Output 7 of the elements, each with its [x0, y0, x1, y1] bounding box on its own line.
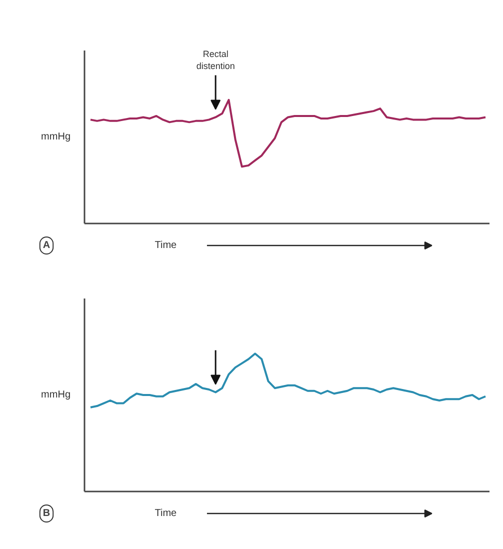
text: A	[42, 240, 50, 251]
x-axis-title: Time	[154, 240, 178, 251]
y-axis-title: mmHg	[41, 132, 71, 142]
y-axis-title: mmHg	[41, 390, 71, 400]
x-axis-title: Time	[154, 508, 178, 519]
text: Rectal distention	[196, 49, 235, 72]
text: B	[42, 508, 50, 519]
